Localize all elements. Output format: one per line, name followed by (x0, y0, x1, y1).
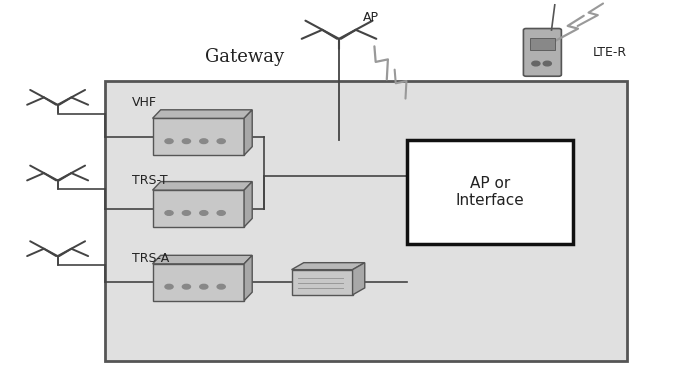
Polygon shape (153, 264, 244, 301)
FancyBboxPatch shape (105, 81, 627, 361)
FancyBboxPatch shape (407, 140, 573, 244)
Polygon shape (353, 263, 365, 295)
Polygon shape (153, 110, 252, 118)
Polygon shape (244, 182, 252, 227)
Text: VHF: VHF (132, 96, 157, 109)
Polygon shape (292, 270, 353, 295)
Polygon shape (153, 255, 252, 264)
Text: LTE-R: LTE-R (593, 46, 627, 59)
Text: TRS-T: TRS-T (132, 174, 168, 187)
FancyBboxPatch shape (530, 38, 555, 50)
Circle shape (182, 139, 191, 144)
Circle shape (182, 284, 191, 289)
Text: TRS-A: TRS-A (132, 251, 170, 265)
Text: AP: AP (363, 11, 379, 24)
Circle shape (532, 61, 540, 66)
Circle shape (200, 211, 208, 215)
Polygon shape (244, 255, 252, 301)
Circle shape (165, 284, 173, 289)
Polygon shape (153, 182, 252, 190)
Circle shape (165, 211, 173, 215)
Circle shape (217, 139, 225, 144)
Text: AP or
Interface: AP or Interface (456, 176, 524, 208)
Circle shape (217, 211, 225, 215)
Circle shape (543, 61, 551, 66)
Polygon shape (153, 190, 244, 227)
Polygon shape (292, 263, 365, 270)
Text: Gateway: Gateway (205, 48, 283, 66)
Circle shape (217, 284, 225, 289)
Circle shape (182, 211, 191, 215)
Circle shape (165, 139, 173, 144)
Circle shape (200, 284, 208, 289)
FancyBboxPatch shape (523, 29, 561, 76)
Polygon shape (153, 118, 244, 155)
Circle shape (200, 139, 208, 144)
Polygon shape (244, 110, 252, 155)
